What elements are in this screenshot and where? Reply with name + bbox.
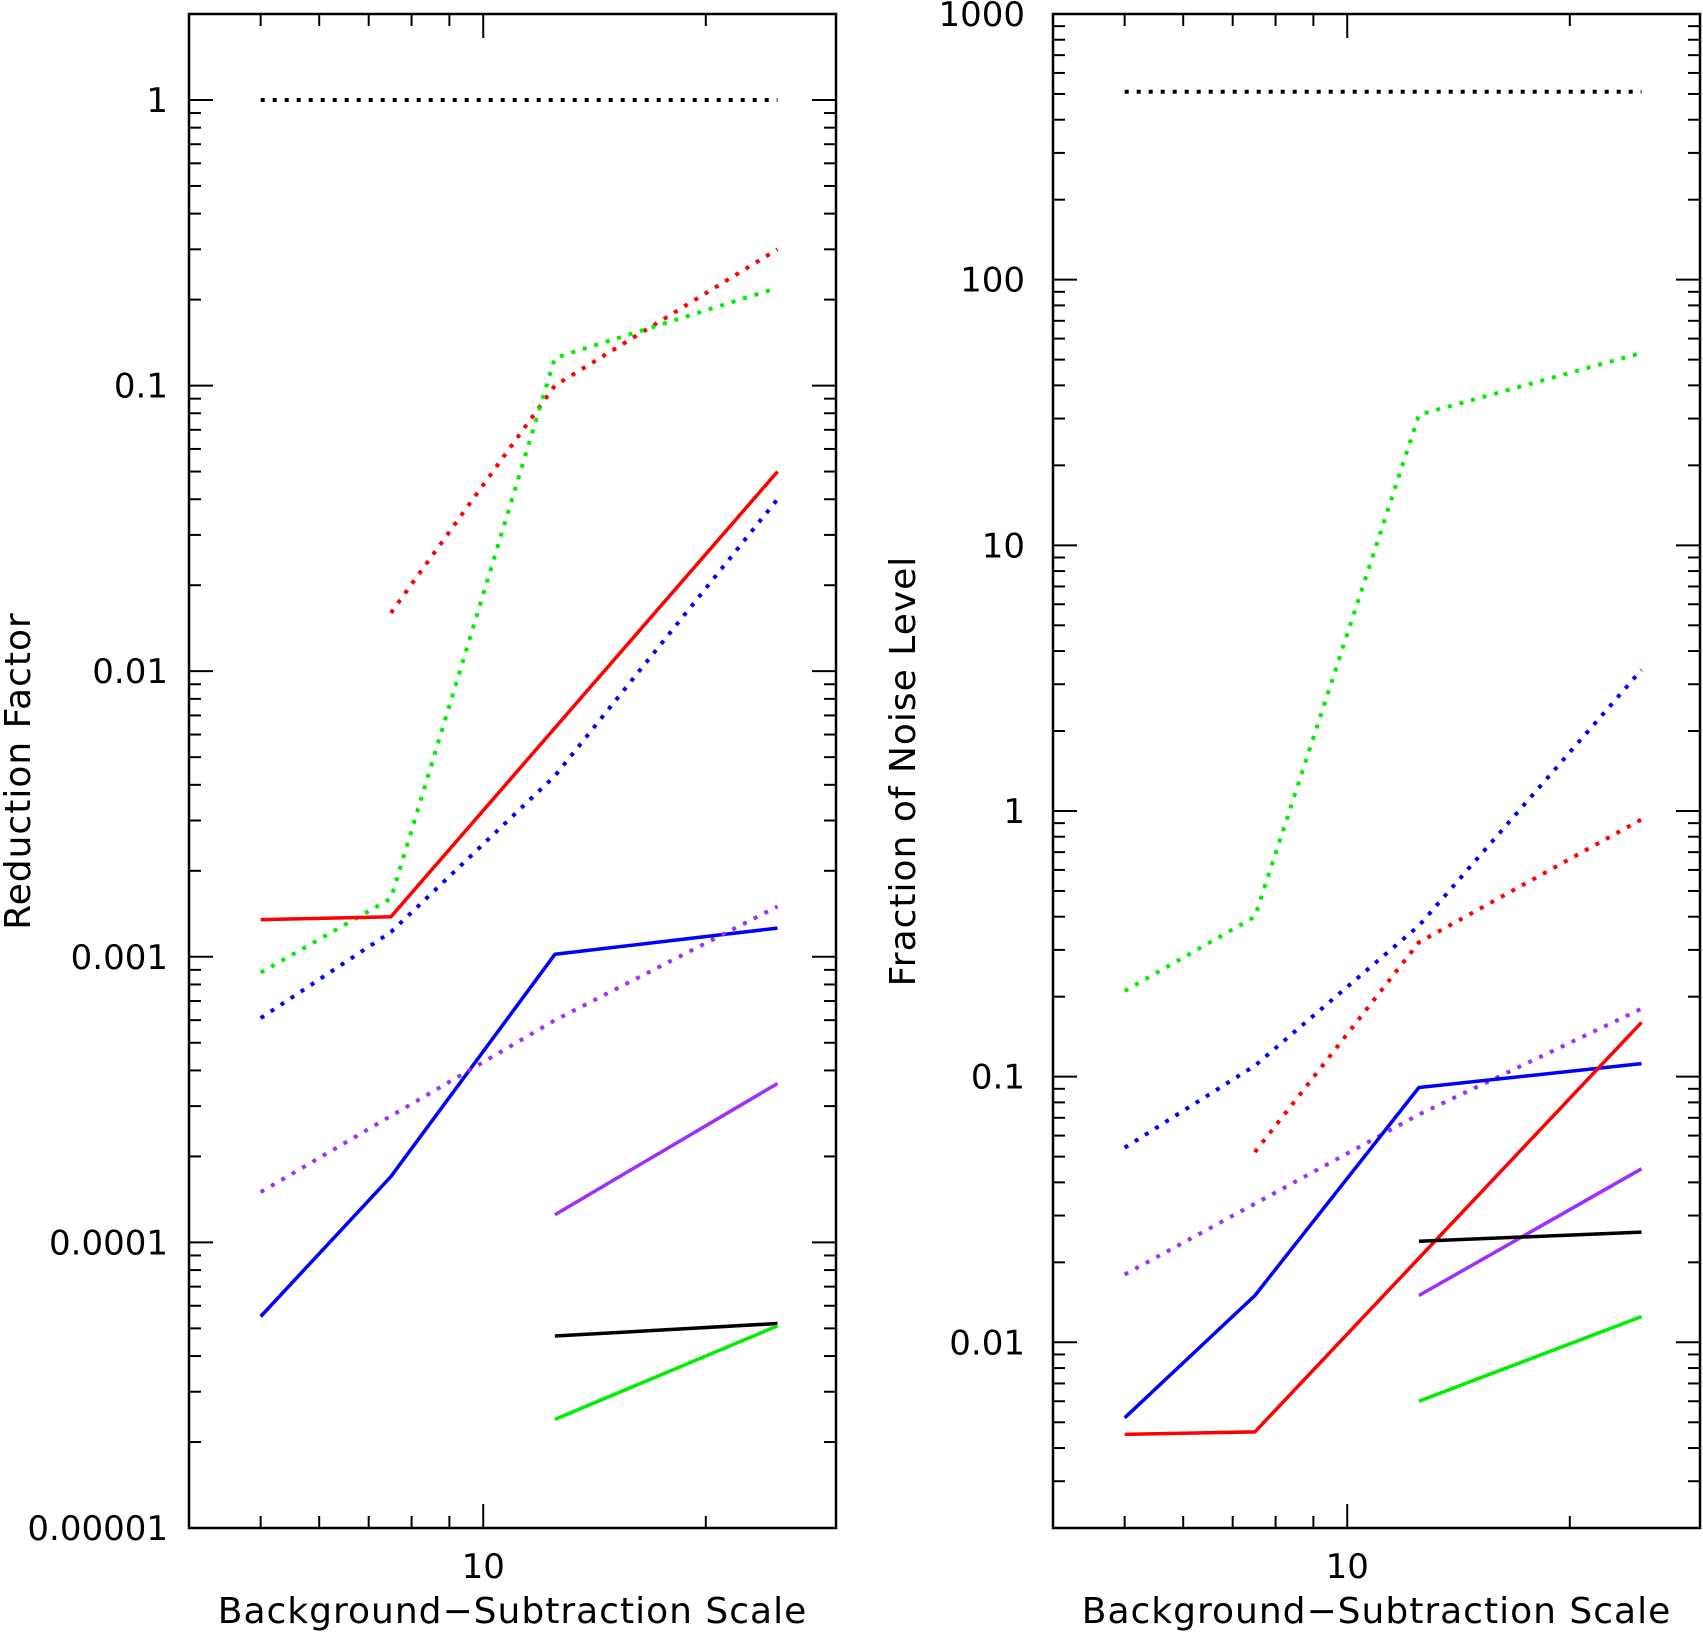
series-purple-solid: [554, 1081, 779, 1217]
y-tick-label: 1000: [938, 0, 1025, 35]
series-purple-solid: [1418, 1167, 1643, 1298]
y-tick-label: 100: [960, 261, 1025, 301]
series-red-dotted: [389, 247, 779, 615]
series-purple-dotted: [1123, 1006, 1643, 1277]
series-purple-dotted: [259, 904, 779, 1194]
series-red-solid: [1124, 1021, 1643, 1437]
series-green-solid: [1418, 1314, 1643, 1403]
series-green-dotted: [259, 285, 779, 975]
y-tick-label: 0.01: [949, 1323, 1025, 1363]
x-tick-label: 10: [1326, 1547, 1369, 1587]
series-blue-dotted: [1123, 668, 1644, 1150]
x-tick-label: 10: [462, 1547, 505, 1587]
y-tick-label: 0.001: [71, 938, 168, 978]
y-axis-label: Fraction of Noise Level: [883, 556, 924, 987]
y-tick-label: 1: [1003, 792, 1025, 832]
series-green-solid: [554, 1324, 779, 1422]
panel-reduction-factor: 0.00001 0.0001 0.001 0.01 0.1 1 10Background−S…: [0, 12, 838, 1632]
y-tick-label: 0.01: [92, 652, 168, 692]
y-axis-label: Reduction Factor: [0, 612, 39, 930]
y-tick-label: 0.00001: [27, 1509, 168, 1549]
plot-frame: [187, 12, 838, 1530]
series-red-solid: [260, 470, 779, 922]
y-tick-label: 0.1: [114, 367, 168, 407]
series-black-solid: [554, 1321, 778, 1338]
series-green-dotted: [1123, 350, 1643, 993]
series-blue-solid: [259, 926, 778, 1318]
y-tick-label: 1: [146, 81, 168, 121]
x-axis-label: Background−Subtraction Scale: [1082, 1591, 1671, 1632]
plot-frame: [1051, 12, 1702, 1530]
y-tick-label: 10: [982, 526, 1025, 566]
series-blue-solid: [1123, 1061, 1642, 1420]
y-tick-label: 0.1: [971, 1058, 1025, 1098]
series-red-dotted: [1253, 817, 1643, 1154]
y-tick-label: 0.0001: [49, 1223, 168, 1263]
series-blue-dotted: [259, 497, 780, 1020]
panel-noise-fraction: 0.010.1110100100010Background−Subtractio…: [883, 0, 1702, 1632]
series-black-solid: [1418, 1230, 1642, 1244]
x-axis-label: Background−Subtraction Scale: [218, 1591, 807, 1632]
